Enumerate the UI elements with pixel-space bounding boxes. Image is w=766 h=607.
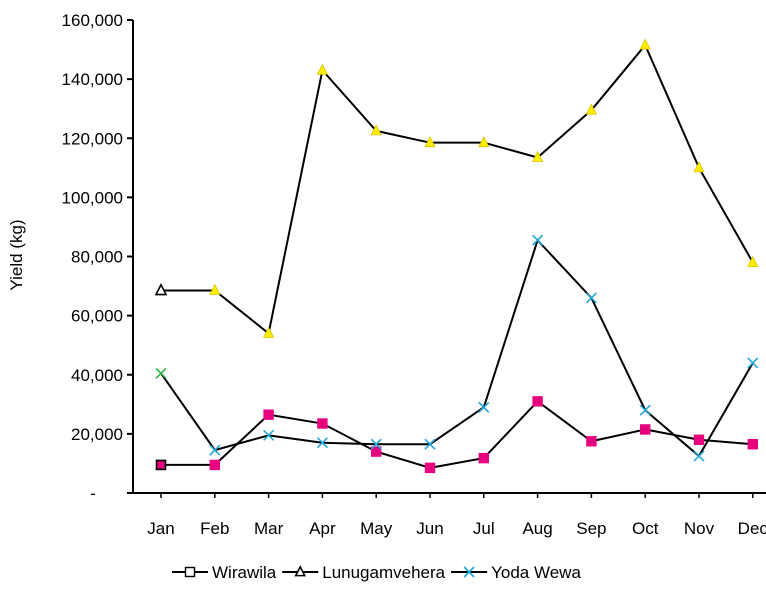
y-tick-label: 160,000 [62, 11, 123, 30]
data-point-lunugamvehera [316, 63, 329, 75]
x-tick-label: Jul [473, 519, 495, 538]
data-point-wirawila [478, 452, 489, 464]
data-point-yoda-wewa [155, 367, 167, 379]
legend-marker [294, 565, 307, 577]
y-tick-label: 100,000 [62, 188, 123, 207]
legend-item-yoda-wewa: Yoda Wewa [451, 563, 581, 582]
x-marker-stroke [463, 566, 475, 578]
x-tick-label: Aug [522, 519, 552, 538]
data-point-yoda-wewa [478, 401, 490, 413]
data-point-wirawila [640, 424, 651, 435]
legend-label: Lunugamvehera [322, 563, 445, 582]
data-point-yoda-wewa [639, 404, 651, 416]
data-point-lunugamvehera [209, 283, 221, 295]
legend-marker [463, 566, 475, 578]
data-point-lunugamvehera [585, 103, 598, 115]
y-tick-label: 140,000 [62, 70, 123, 89]
data-point-wirawila [532, 396, 543, 407]
x-tick-label: Jan [147, 519, 174, 538]
data-point-wirawila [693, 434, 705, 445]
legend-marker [184, 566, 196, 578]
x-tick-label: Jun [416, 519, 443, 538]
x-marker-stroke [209, 444, 221, 456]
data-point-wirawila [371, 446, 382, 457]
data-point-lunugamvehera [693, 161, 705, 173]
data-point-lunugamvehera [370, 124, 382, 136]
x-ticks: Jan Feb Mar Apr May Jun Jul Aug Sep Oct Nov Dec [147, 493, 766, 538]
x-marker-stroke [370, 438, 382, 450]
x-marker-stroke [478, 401, 490, 413]
data-point-yoda-wewa [263, 429, 275, 441]
x-marker-stroke [639, 404, 651, 416]
y-tick-label: 20,000 [71, 425, 123, 444]
x-tick-label: Dec [738, 519, 766, 538]
data-point-wirawila [317, 418, 328, 429]
series-lines [160, 43, 754, 469]
data-point-yoda-wewa [209, 444, 221, 456]
data-point-lunugamvehera [154, 282, 168, 296]
legend-label: Wirawila [212, 563, 277, 582]
data-point-wirawila [209, 459, 221, 471]
data-point-lunugamvehera [262, 326, 275, 338]
legend-item-lunugamvehera: Lunugamvehera [282, 563, 446, 582]
x-tick-label: Oct [632, 519, 659, 538]
series-line-yoda-wewa [160, 238, 754, 458]
axes [132, 20, 766, 494]
y-tick-label: 60,000 [71, 307, 123, 326]
x-tick-label: Mar [254, 519, 284, 538]
data-point-yoda-wewa [532, 234, 544, 246]
x-tick-label: Nov [684, 519, 715, 538]
data-point-yoda-wewa [370, 438, 382, 450]
x-tick-label: May [360, 519, 393, 538]
data-point-yoda-wewa [693, 450, 705, 462]
data-point-lunugamvehera [747, 255, 759, 267]
x-tick-label: Sep [576, 519, 606, 538]
data-point-lunugamvehera [478, 136, 490, 148]
series-line-wirawila [161, 400, 753, 469]
x-marker-stroke [155, 367, 167, 379]
y-tick-label: 120,000 [62, 129, 123, 148]
x-marker-stroke [424, 438, 436, 450]
data-point-lunugamvehera [424, 136, 436, 148]
x-tick-label: Feb [200, 519, 229, 538]
x-marker-stroke [747, 357, 759, 369]
x-tick-label: Apr [309, 519, 336, 538]
y-tick-label: - [90, 484, 96, 503]
x-marker-stroke [693, 450, 705, 462]
y-tick-label: 80,000 [71, 248, 123, 267]
data-point-wirawila [155, 459, 167, 471]
data-point-yoda-wewa [316, 437, 328, 449]
data-point-lunugamvehera [531, 150, 544, 162]
data-point-yoda-wewa [585, 292, 597, 304]
x-marker-stroke [263, 429, 275, 441]
y-axis-title: Yield (kg) [7, 219, 26, 290]
data-point-lunugamvehera [639, 38, 651, 50]
x-marker-stroke [585, 292, 597, 304]
x-marker-stroke [532, 234, 544, 246]
legend: Wirawila Lunugamvehera Yoda Wewa [172, 563, 581, 582]
legend-label: Yoda Wewa [491, 563, 581, 582]
data-point-wirawila [263, 409, 274, 420]
data-point-yoda-wewa [747, 357, 759, 369]
data-point-wirawila [747, 439, 758, 450]
data-point-wirawila [586, 436, 597, 447]
data-point-wirawila [424, 462, 436, 474]
y-ticks: - 20,000 40,000 60,000 80,000 100,000 120,000 1… [62, 11, 133, 503]
data-point-yoda-wewa [424, 438, 436, 450]
x-marker-stroke [316, 437, 328, 449]
series-line-lunugamvehera [161, 43, 754, 336]
y-tick-label: 40,000 [71, 366, 123, 385]
legend-item-wirawila: Wirawila [172, 563, 277, 582]
series-markers [154, 38, 759, 474]
